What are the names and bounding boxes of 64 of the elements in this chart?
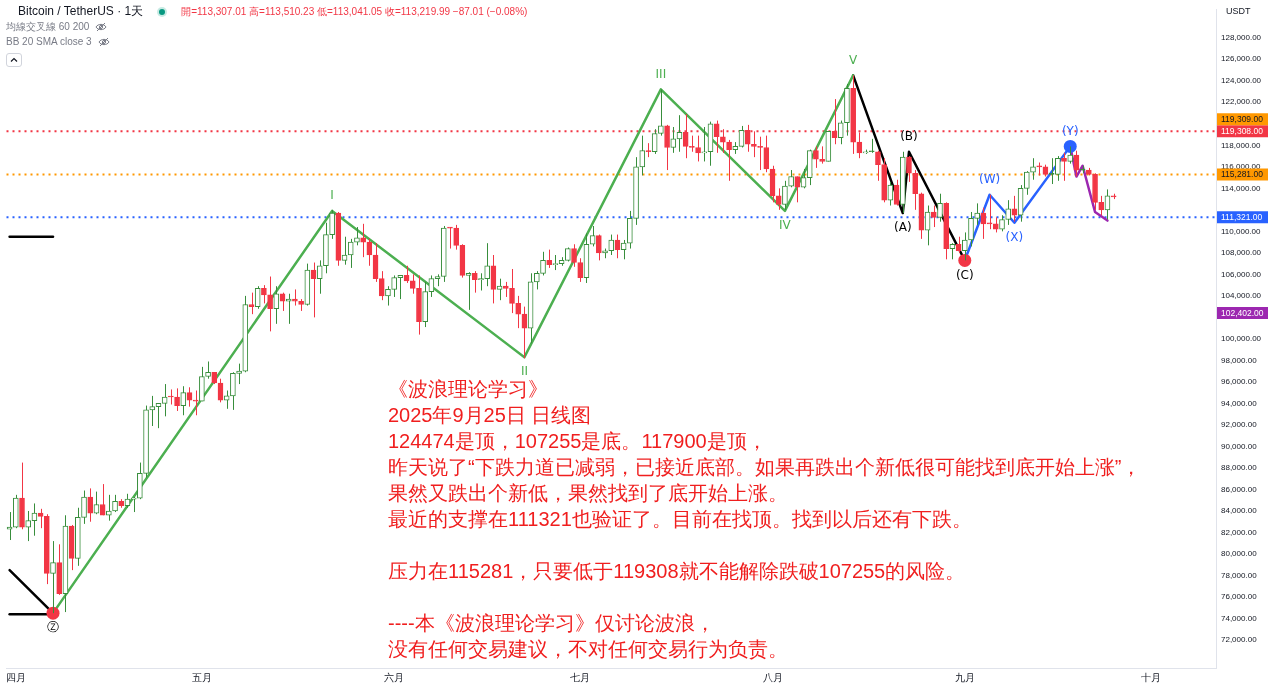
y-tick-label: 88,000.00 bbox=[1221, 463, 1258, 473]
y-tick-label: 104,000.00 bbox=[1221, 291, 1262, 301]
annotation: 均線交叉線 60 200 bbox=[6, 20, 90, 34]
ref-line-label: 115,281.00 bbox=[1221, 169, 1264, 180]
data-label: V bbox=[849, 52, 859, 67]
x-tick-label: 十月 bbox=[1140, 671, 1161, 683]
annotation: 《波浪理论学习》 bbox=[388, 377, 549, 402]
y-tick-label: 108,000.00 bbox=[1221, 248, 1262, 258]
data-label: (C) bbox=[955, 267, 974, 282]
x-tick-label: 八月 bbox=[762, 671, 783, 683]
y-tick-label: 82,000.00 bbox=[1221, 527, 1258, 537]
y-tick-label: 114,000.00 bbox=[1221, 183, 1261, 193]
y-tick-label: 80,000.00 bbox=[1221, 549, 1258, 559]
y-tick-label: 72,000.00 bbox=[1221, 635, 1258, 645]
y-tick-label: 84,000.00 bbox=[1221, 506, 1258, 516]
chart-subtitle: 開=113,307.01 高=113,510.23 低=113,041.05 收=113,219.99 −87.01 (−0.08%) bbox=[181, 4, 528, 19]
data-label: II bbox=[520, 364, 528, 379]
x-tick-label: 五月 bbox=[191, 671, 212, 683]
data-label: I bbox=[330, 188, 334, 203]
y-tick-label: 94,000.00 bbox=[1221, 398, 1258, 408]
y-tick-label: 124,000.00 bbox=[1221, 75, 1262, 85]
y-tick-label: 92,000.00 bbox=[1221, 420, 1258, 430]
y-tick-label: 90,000.00 bbox=[1221, 441, 1258, 451]
x-tick-label: 七月 bbox=[570, 671, 591, 683]
y-tick-label: 122,000.00 bbox=[1221, 97, 1262, 107]
annotation: 没有任何交易建议，不对任何交易行为负责。 bbox=[388, 637, 789, 662]
data-label: (X) bbox=[1005, 229, 1024, 244]
annotation: 果然又跌出个新低，果然找到了底开始上涨。 bbox=[388, 481, 789, 506]
y-tick-label: 126,000.00 bbox=[1221, 54, 1262, 64]
annotation: BB 20 SMA close 3 bbox=[6, 36, 92, 47]
annotation: 2025年9月25日 日线图 bbox=[388, 403, 593, 428]
y-tick-label: 76,000.00 bbox=[1221, 592, 1258, 602]
y-tick-label: 98,000.00 bbox=[1221, 355, 1258, 365]
y-tick-label: 78,000.00 bbox=[1221, 570, 1258, 580]
data-label: (B) bbox=[900, 128, 918, 143]
y-tick-label: 74,000.00 bbox=[1221, 613, 1258, 623]
text: 102,402.00 bbox=[1221, 307, 1264, 318]
y-tick-label: 86,000.00 bbox=[1221, 484, 1258, 494]
text: 119,309.00 bbox=[1221, 114, 1264, 125]
annotation: 昨天说了“下跌力道已减弱，已接近底部。如果再跌出个新低很可能找到底开始上涨”， bbox=[388, 455, 1142, 480]
y-tick-label: 128,000.00 bbox=[1221, 32, 1262, 42]
y-tick-label: 96,000.00 bbox=[1221, 377, 1258, 387]
annotation: 最近的支撑在111321也验证了。目前在找顶。找到以后还有下跌。 bbox=[388, 507, 973, 532]
annotation: 124474是顶，107255是底。117900是顶， bbox=[388, 429, 768, 454]
data-label: (W) bbox=[978, 171, 1001, 186]
y-tick-label: 100,000.00 bbox=[1221, 334, 1262, 344]
y-tick-label: 116,000.00 bbox=[1221, 162, 1261, 172]
annotation: 压力在115281，只要低于119308就不能解除跌破107255的风险。 bbox=[388, 559, 967, 584]
annotation: ----本《波浪理论学习》仅讨论波浪， bbox=[388, 611, 716, 636]
data-label: Ⓩ bbox=[47, 620, 60, 635]
ref-line-label: 111,321.00 bbox=[1221, 211, 1263, 222]
chart-title: Bitcoin / TetherUS · 1天 bbox=[18, 3, 144, 20]
data-label: IV bbox=[779, 218, 792, 233]
y-tick-label: 118,000.00 bbox=[1221, 140, 1261, 150]
y-tick-label: 106,000.00 bbox=[1221, 269, 1262, 279]
data-label: (Y) bbox=[1061, 123, 1079, 138]
data-label: (A) bbox=[893, 220, 912, 235]
x-tick-label: 九月 bbox=[954, 671, 975, 683]
data-label: III bbox=[655, 66, 667, 81]
x-tick-label: 四月 bbox=[5, 671, 26, 683]
x-tick-label: 六月 bbox=[384, 671, 405, 683]
y-axis-title: USDT bbox=[1226, 6, 1251, 16]
ref-line-label: 119,308.00 bbox=[1221, 126, 1264, 137]
y-tick-label: 110,000.00 bbox=[1221, 226, 1261, 236]
